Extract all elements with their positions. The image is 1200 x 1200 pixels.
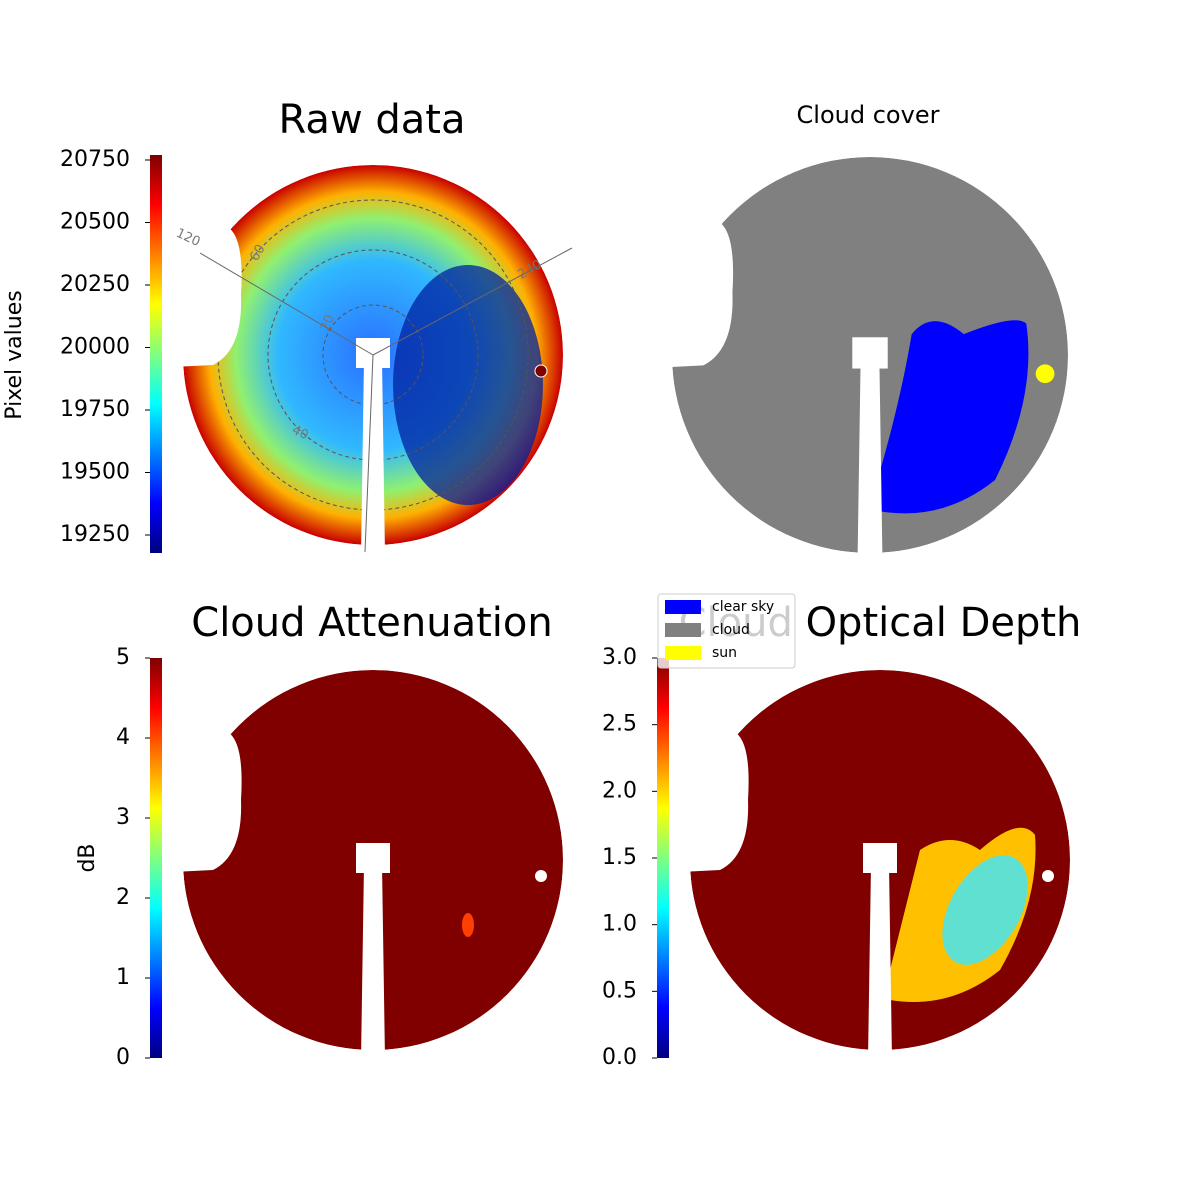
colorbar-tick-label: 2.0: [602, 778, 637, 803]
legend-label: clear sky: [712, 599, 774, 615]
sky-content: [690, 670, 1070, 1050]
patch: [462, 913, 474, 937]
sky-image: [183, 670, 563, 1050]
polar-spoke: [199, 252, 374, 356]
colorbar-tick-label: 3.0: [602, 645, 637, 670]
sun-marker: [1035, 364, 1055, 384]
colorbar-tick-label: 1: [116, 965, 130, 990]
legend-swatch: [665, 600, 701, 614]
colorbar: [150, 155, 162, 553]
colorbar-tick-label: 1.0: [602, 912, 637, 937]
sun-marker: [534, 364, 548, 378]
colorbar-tick-label: 3: [116, 805, 130, 830]
colorbar-tick-label: 20750: [60, 147, 130, 172]
legend-label: sun: [712, 645, 737, 661]
colorbar-tick-label: 19250: [60, 522, 130, 547]
sky-fill: [183, 670, 563, 1050]
polar-spoke: [364, 354, 374, 553]
polar-grid: [322, 304, 424, 406]
colorbar: [150, 658, 162, 1058]
polar-label: 120: [174, 226, 203, 250]
colorbar-tick-label: 2.5: [602, 712, 637, 737]
colorbar-label: Pixel values: [2, 290, 27, 419]
colorbar: [657, 658, 669, 1058]
legend-swatch: [665, 646, 701, 660]
colorbar-tick-label: 19750: [60, 397, 130, 422]
polar-grid: [267, 249, 479, 461]
colorbar-tick-label: 2: [116, 885, 130, 910]
colorbar-tick-label: 20250: [60, 272, 130, 297]
legend-label: cloud: [712, 622, 750, 638]
polar-label: 40: [289, 423, 310, 444]
colorbar-tick-label: 19500: [60, 460, 130, 485]
polar-label: 60: [247, 242, 268, 264]
colorbar-tick-label: 20000: [60, 335, 130, 360]
panel-title: Raw data: [279, 97, 466, 143]
colorbar-tick-label: 0: [116, 1045, 130, 1070]
patch-core: [942, 855, 1028, 965]
sky-content: [672, 156, 1068, 553]
panel-title: Cloud Attenuation: [191, 600, 552, 646]
colorbar-tick-label: 0.5: [602, 978, 637, 1003]
colorbar-tick-label: 5: [116, 645, 130, 670]
colorbar-tick-label: 4: [116, 725, 130, 750]
colorbar-tick-label: 0.0: [602, 1045, 637, 1070]
sun-marker: [1042, 870, 1054, 882]
colorbar-tick-label: 20500: [60, 210, 130, 235]
legend-swatch: [665, 623, 701, 637]
polar-grid: [217, 199, 529, 511]
clear-sky-region: [880, 320, 1029, 514]
polar-label: 20: [318, 313, 338, 334]
colorbar-tick-label: 1.5: [602, 845, 637, 870]
colorbar-label: dB: [75, 843, 100, 872]
sky-image: [672, 156, 1068, 553]
sky-content: [183, 670, 563, 1050]
dark-region: [393, 265, 543, 505]
sky-image: [690, 670, 1070, 1050]
panel-title: Cloud cover: [797, 101, 940, 129]
polar-spoke: [372, 247, 573, 356]
sun-marker: [535, 870, 547, 882]
